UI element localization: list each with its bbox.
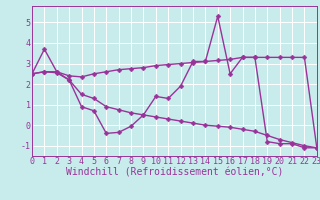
X-axis label: Windchill (Refroidissement éolien,°C): Windchill (Refroidissement éolien,°C) <box>66 168 283 178</box>
